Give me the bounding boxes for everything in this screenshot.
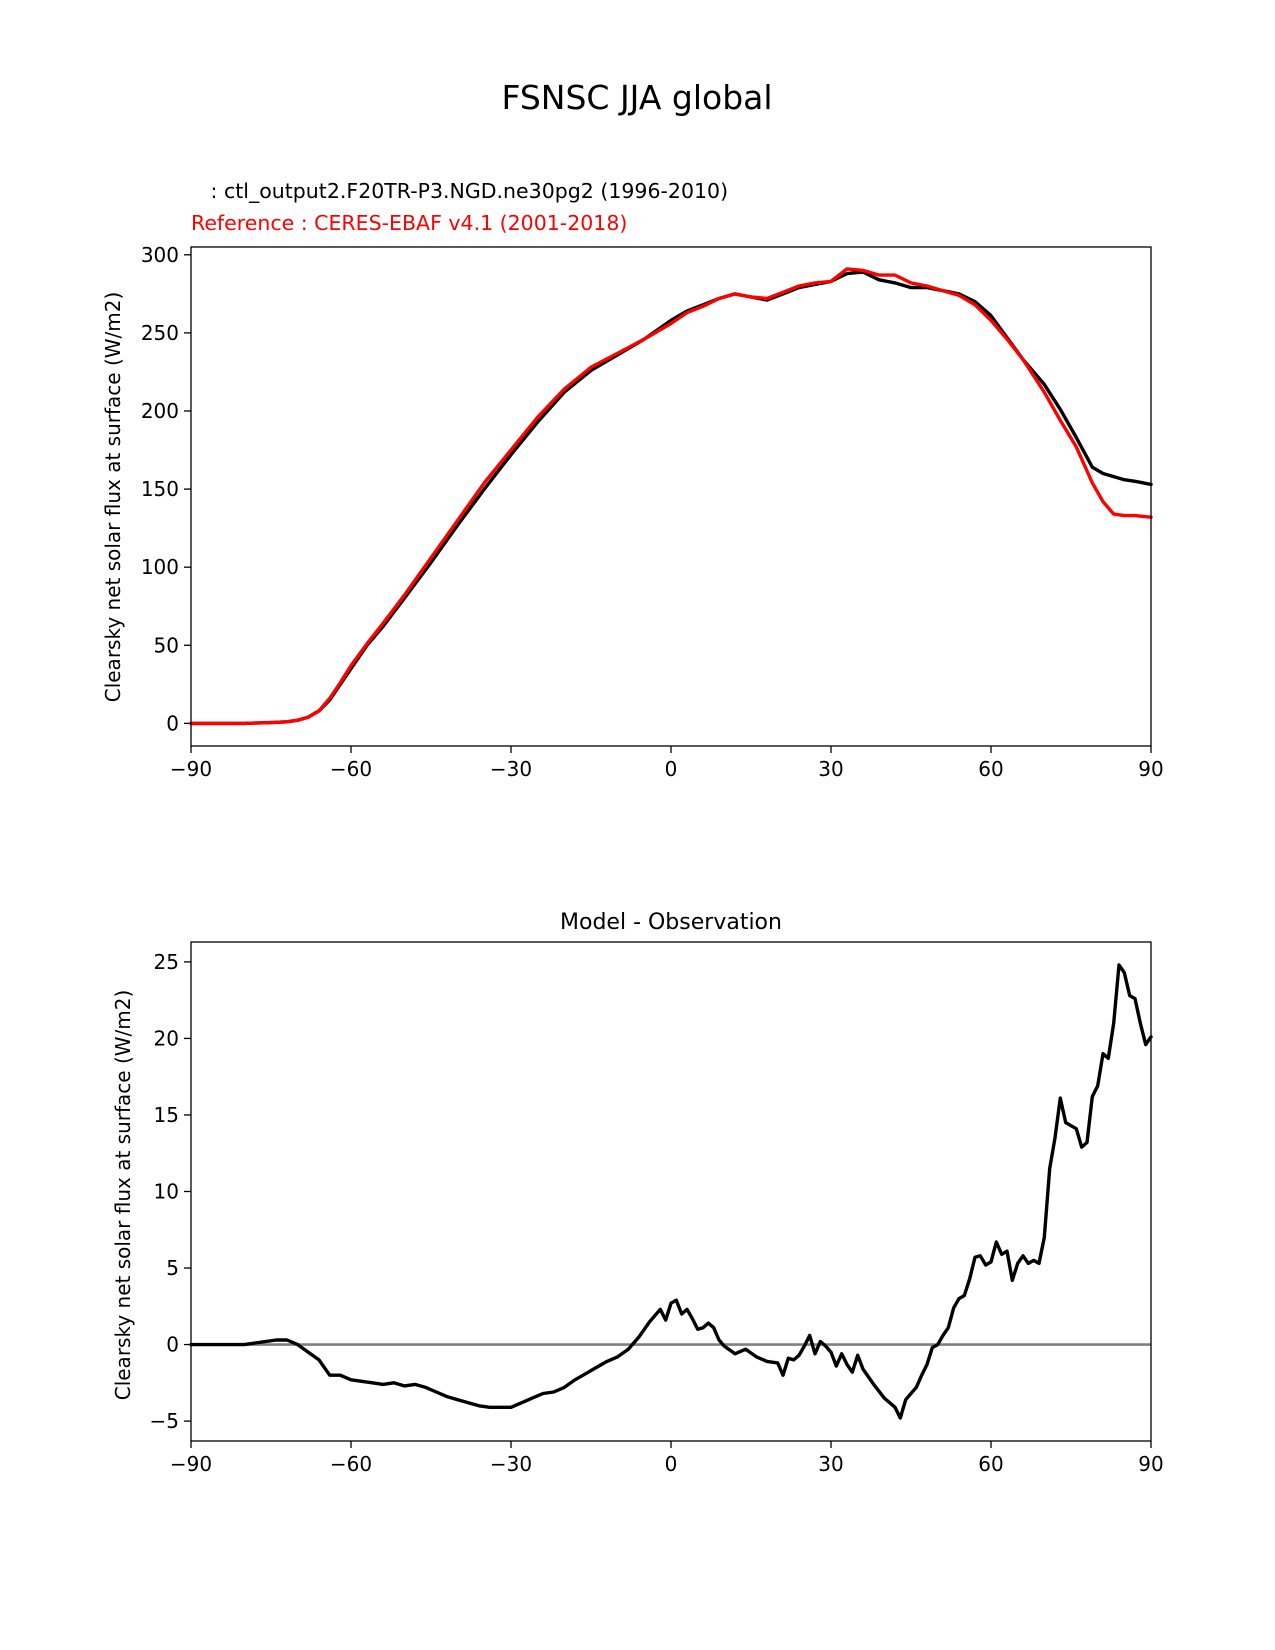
x-tick-label: −60 — [330, 1452, 372, 1476]
x-tick-label: −30 — [490, 757, 532, 781]
x-tick-label: 60 — [978, 1452, 1003, 1476]
bottom-axis-ticks: −90 −60 −30 0 30 60 90 −5 0 5 10 15 20 25 — [150, 950, 1164, 1476]
y-tick-label: 15 — [154, 1103, 179, 1127]
top-plot-frame — [190, 246, 1152, 747]
x-tick-label: 90 — [1138, 1452, 1163, 1476]
y-tick-label: 20 — [154, 1026, 179, 1050]
x-tick-label: 0 — [665, 1452, 678, 1476]
y-tick-label: 250 — [141, 321, 179, 345]
y-tick-label: 0 — [166, 711, 179, 735]
y-tick-label: 25 — [154, 950, 179, 974]
y-tick-label: 0 — [166, 1333, 179, 1357]
figure-title: FSNSC JJA global — [501, 78, 772, 117]
y-tick-label: 300 — [141, 243, 179, 267]
bottom-plot-frame — [190, 941, 1152, 1442]
bottom-panel: Model - Observation Clearsky net solar f… — [111, 910, 1164, 1476]
top-panel: : ctl_output2.F20TR-P3.NGD.ne30pg2 (1996… — [101, 179, 1164, 781]
difference-series-line — [189, 963, 1153, 1420]
reference-label: Reference : CERES-EBAF v4.1 (2001-2018) — [191, 211, 627, 235]
reference-series-line — [189, 267, 1153, 726]
x-tick-label: 30 — [818, 1452, 843, 1476]
y-tick-label: 5 — [166, 1256, 179, 1280]
y-tick-label: 150 — [141, 477, 179, 501]
y-tick-label: 200 — [141, 399, 179, 423]
x-tick-label: 30 — [818, 757, 843, 781]
difference-title: Model - Observation — [560, 910, 782, 935]
y-tick-label: 10 — [154, 1180, 179, 1204]
bottom-plot-lines — [189, 963, 1153, 1420]
y-tick-label: 100 — [141, 555, 179, 579]
x-tick-label: 0 — [665, 757, 678, 781]
x-tick-label: −90 — [170, 757, 212, 781]
x-tick-label: −30 — [490, 1452, 532, 1476]
y-tick-label: −5 — [150, 1409, 179, 1433]
x-tick-label: −90 — [170, 1452, 212, 1476]
bottom-y-axis-label: Clearsky net solar flux at surface (W/m2… — [111, 990, 135, 1401]
test-label: : ctl_output2.F20TR-P3.NGD.ne30pg2 (1996… — [191, 179, 728, 204]
y-tick-label: 50 — [154, 633, 179, 657]
top-y-axis-label: Clearsky net solar flux at surface (W/m2… — [101, 292, 125, 703]
top-plot-lines — [189, 267, 1153, 726]
x-tick-label: −60 — [330, 757, 372, 781]
x-tick-label: 60 — [978, 757, 1003, 781]
top-axis-ticks: −90 −60 −30 0 30 60 90 0 50 100 150 200 250 300 — [141, 243, 1164, 781]
x-tick-label: 90 — [1138, 757, 1163, 781]
